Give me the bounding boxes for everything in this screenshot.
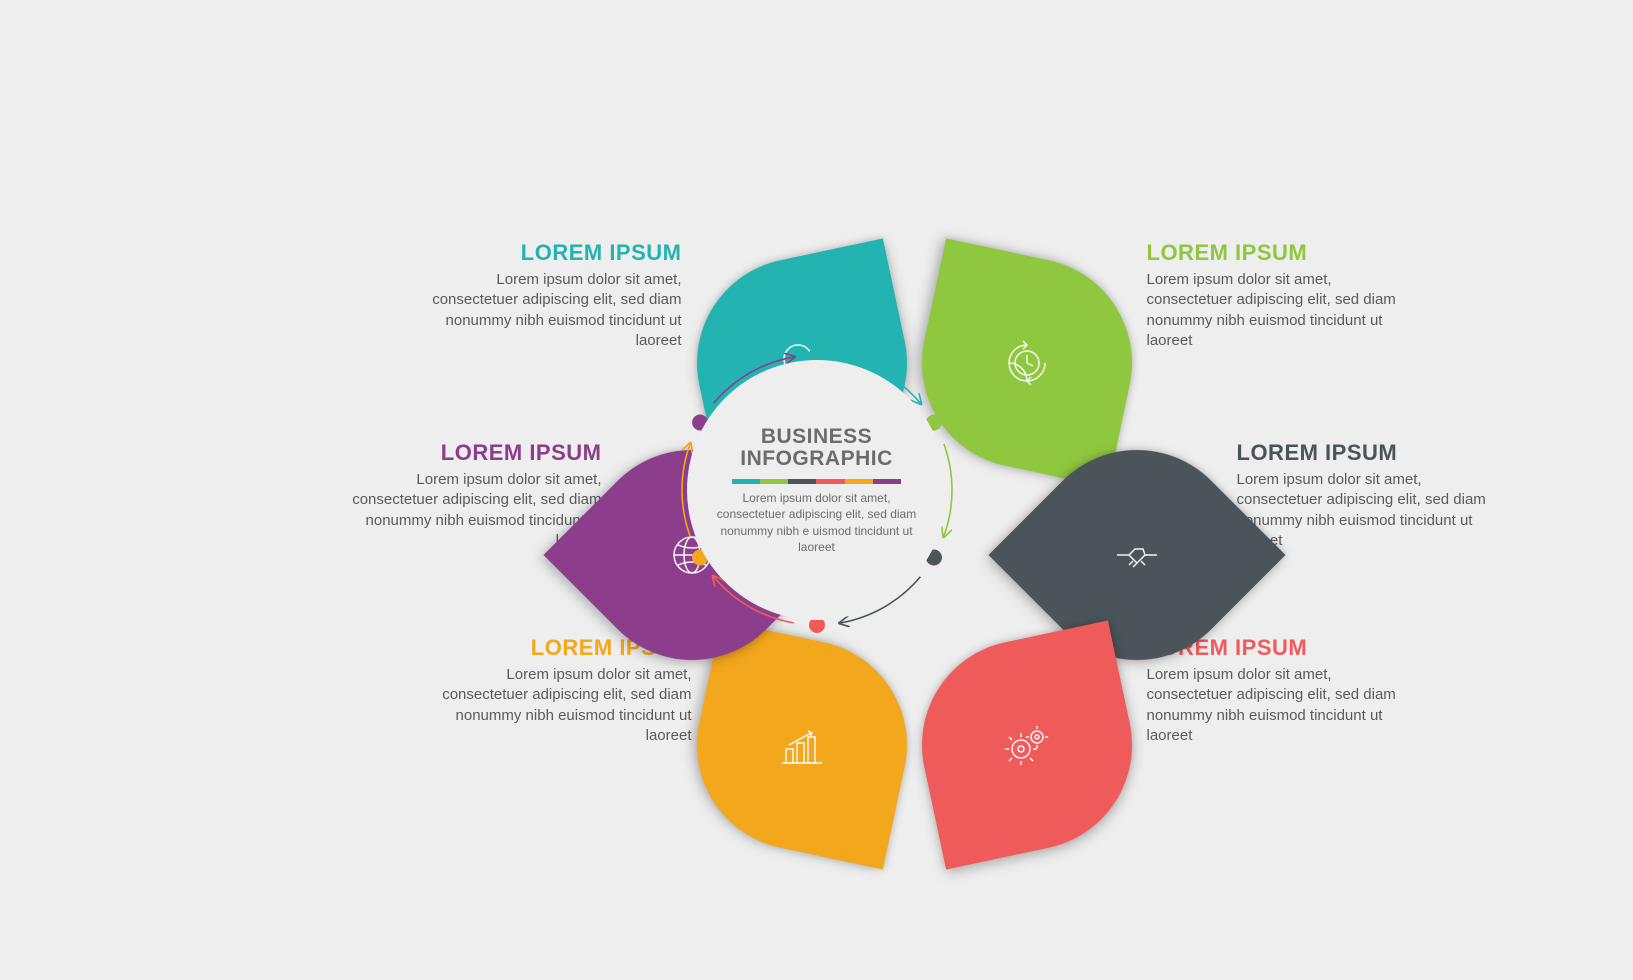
center-title-line2: INFOGRAPHIC bbox=[740, 447, 893, 471]
center-title-line1: BUSINESS bbox=[761, 425, 872, 449]
item-text-green: LOREM IPSUM Lorem ipsum dolor sit amet, c… bbox=[1147, 240, 1407, 351]
infographic-canvas: BUSINESS INFOGRAPHIC Lorem ipsum dolor s… bbox=[117, 70, 1517, 910]
item-title: LOREM IPSUM bbox=[342, 440, 602, 466]
item-body: Lorem ipsum dolor sit amet, consectetuer… bbox=[1237, 470, 1497, 551]
item-title: LOREM IPSUM bbox=[1237, 440, 1497, 466]
item-body: Lorem ipsum dolor sit amet, consectetuer… bbox=[1147, 665, 1407, 746]
center-body-text: Lorem ipsum dolor sit amet, consectetuer… bbox=[711, 490, 923, 555]
item-text-dark: LOREM IPSUM Lorem ipsum dolor sit amet, c… bbox=[1237, 440, 1497, 551]
bar-chart-icon bbox=[697, 640, 907, 850]
item-title: LOREM IPSUM bbox=[422, 240, 682, 266]
center-accent-bar bbox=[732, 479, 902, 484]
item-body: Lorem ipsum dolor sit amet, consectetuer… bbox=[1147, 270, 1407, 351]
item-text-teal: LOREM IPSUM Lorem ipsum dolor sit amet, c… bbox=[422, 240, 682, 351]
gears-icon bbox=[922, 640, 1132, 850]
petal-red bbox=[902, 620, 1151, 869]
item-body: Lorem ipsum dolor sit amet, consectetuer… bbox=[422, 270, 682, 351]
item-body: Lorem ipsum dolor sit amet, consectetuer… bbox=[432, 665, 692, 746]
item-title: LOREM IPSUM bbox=[1147, 240, 1407, 266]
center-hub: BUSINESS INFOGRAPHIC Lorem ipsum dolor s… bbox=[687, 360, 947, 620]
infographic-stage: BUSINESS INFOGRAPHIC Lorem ipsum dolor s… bbox=[217, 140, 1417, 840]
handshake-icon bbox=[1032, 450, 1242, 660]
